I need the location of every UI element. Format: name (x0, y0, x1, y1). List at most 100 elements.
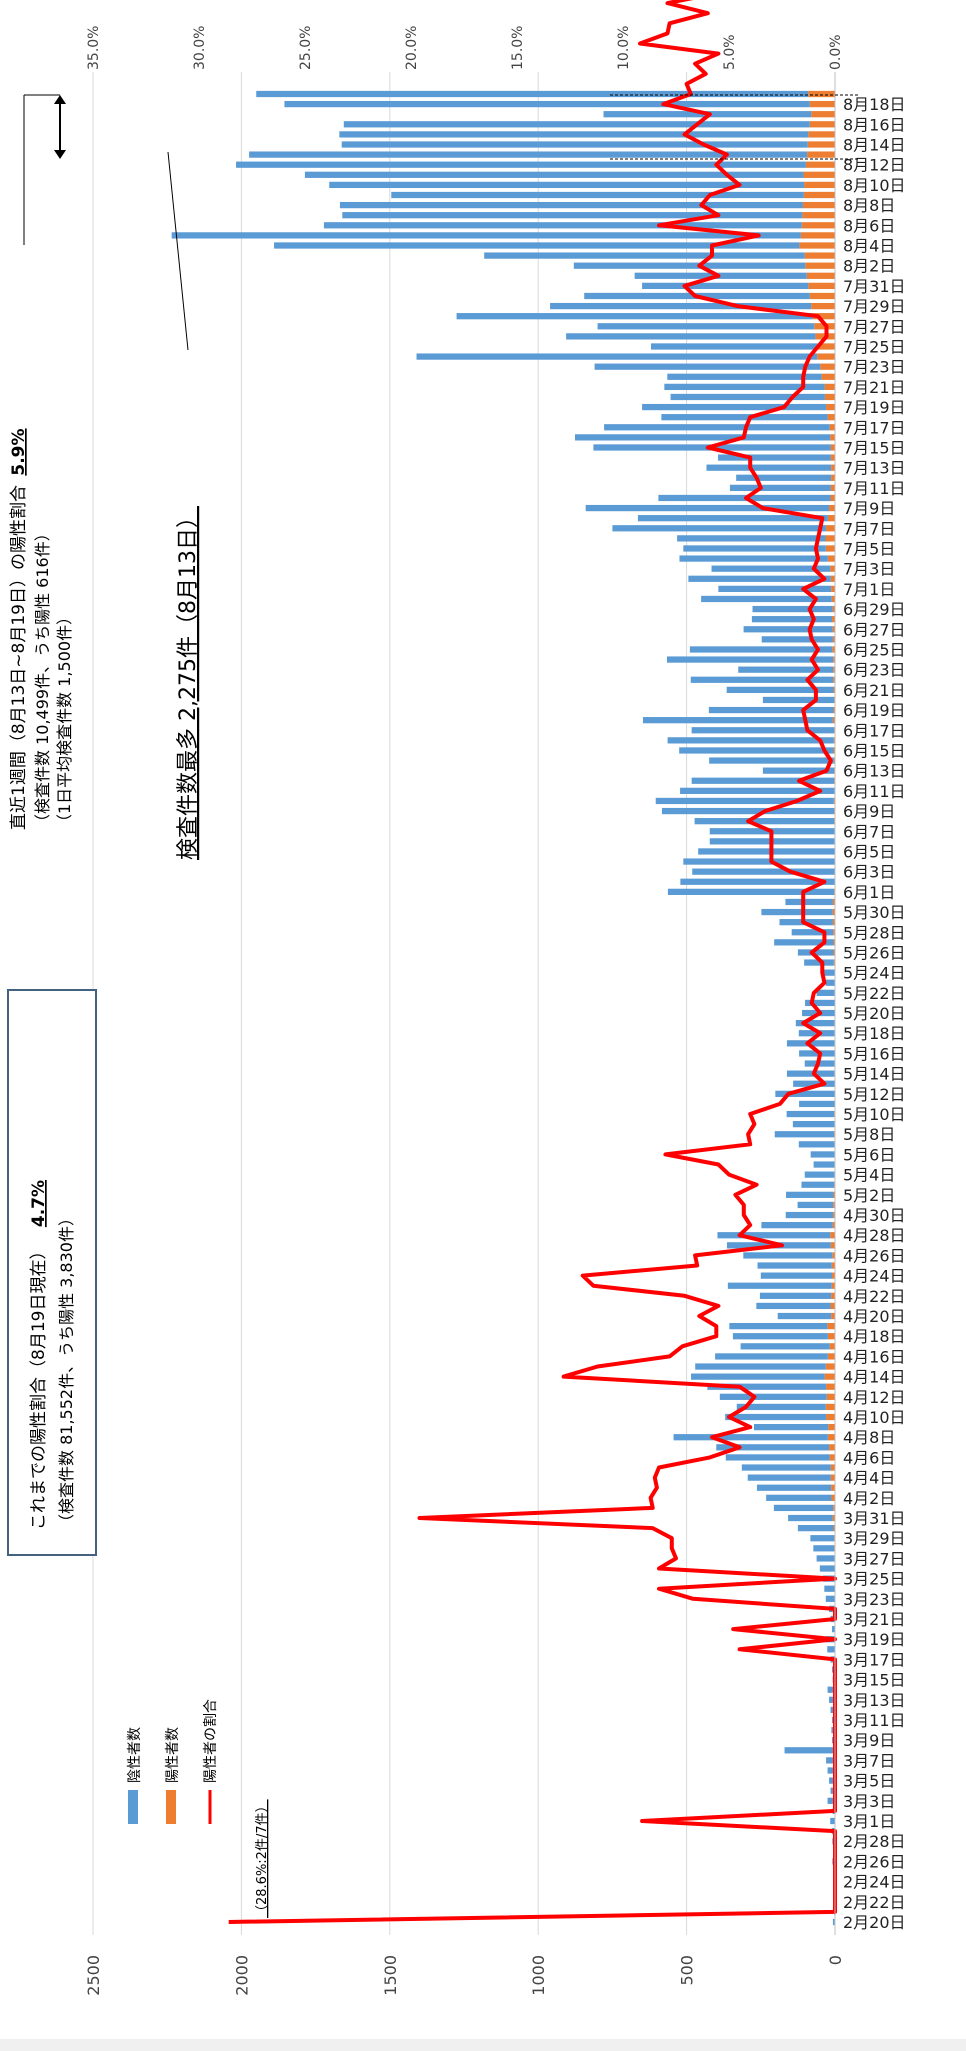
date-label: 8月6日 (843, 216, 895, 235)
negative-bar (760, 1272, 833, 1279)
negative-bar (797, 1201, 834, 1209)
date-label: 5月2日 (843, 1186, 895, 1205)
negative-bar (339, 131, 809, 138)
positive-bar (825, 545, 835, 552)
date-label: 2月22日 (843, 1893, 906, 1912)
negative-bar (664, 383, 825, 391)
positive-bar (833, 1504, 835, 1512)
date-label: 4月24日 (843, 1267, 906, 1286)
date-label: 5月10日 (843, 1105, 906, 1124)
date-label: 6月1日 (843, 883, 895, 902)
negative-bar (716, 1444, 830, 1451)
svg-text:直近1週間（8月13日~8月19日）の陽性割合: 直近1週間（8月13日~8月19日）の陽性割合 5.9% (9, 428, 29, 830)
positive-bar (832, 1514, 835, 1522)
negative-bar (799, 1050, 835, 1057)
negative-bar (274, 242, 800, 249)
date-label: 3月23日 (843, 1590, 906, 1609)
date-label: 3月31日 (843, 1509, 906, 1528)
date-label: 4月12日 (843, 1388, 906, 1407)
date-label: 4月30日 (843, 1206, 906, 1225)
negative-bar (484, 252, 805, 259)
negative-bar (791, 929, 834, 936)
negative-bar (692, 868, 835, 875)
percent-tick-label: 20.0% (404, 26, 420, 70)
date-label: 4月22日 (843, 1287, 906, 1306)
negative-bar (832, 1625, 835, 1633)
legend-swatch-positive (166, 1790, 176, 1824)
date-label: 7月19日 (843, 398, 906, 417)
date-label: 4月20日 (843, 1307, 906, 1326)
cumulative-value: 4.7% (29, 1180, 49, 1227)
positive-bar (804, 252, 835, 259)
positive-bar (809, 121, 835, 128)
negative-bar (804, 1171, 835, 1178)
positive-bar (830, 1464, 835, 1471)
recent-week-line1: 直近1週間（8月13日~8月19日）の陽性割合 (9, 485, 29, 830)
positive-bar (828, 1423, 835, 1431)
date-label: 3月19日 (843, 1630, 906, 1649)
date-label: 5月18日 (843, 1024, 906, 1043)
date-label: 3月29日 (843, 1529, 906, 1548)
positive-bar (832, 908, 835, 916)
max-tests-leader (167, 151, 189, 351)
positive-bar (826, 1393, 835, 1400)
bottom-strip (0, 2039, 966, 2051)
date-label: 8月14日 (843, 135, 906, 154)
positive-bar (829, 1444, 835, 1451)
positive-bar (801, 222, 835, 229)
positive-bar (824, 1373, 835, 1380)
positive-bar (831, 1292, 835, 1299)
negative-bar (797, 1524, 834, 1532)
positive-bar (827, 1353, 835, 1360)
percent-tick-label: 10.0% (616, 26, 632, 70)
positive-bar (800, 232, 835, 239)
negative-bar (667, 373, 822, 380)
recent-week-value: 5.9% (9, 428, 29, 475)
date-label: 6月29日 (843, 600, 906, 619)
negative-bar (695, 1363, 826, 1370)
negative-bar (691, 777, 835, 784)
negative-bar (718, 585, 832, 593)
negative-bar (825, 1595, 835, 1602)
negative-bar (683, 545, 826, 552)
negative-bar (550, 302, 812, 310)
recent-week-annotation: 直近1週間（8月13日~8月19日）の陽性割合 5.9% （検査件数 10,49… (9, 428, 74, 830)
date-label: 3月3日 (843, 1792, 895, 1811)
positive-bar (831, 1262, 835, 1269)
negative-bar (759, 1292, 832, 1299)
positive-bar (832, 636, 835, 643)
positive-bar (831, 1282, 835, 1289)
positive-bar (833, 1201, 835, 1209)
date-label: 4月28日 (843, 1226, 906, 1245)
axes: 0 500 1000 1500 2000 2500 0.0% 5.0% 10.0% 15.0% 20… (84, 26, 845, 1996)
negative-bar (667, 656, 834, 663)
positive-bar (825, 1363, 835, 1370)
positive-bar (831, 585, 835, 593)
legend-label-rate: 陽性者の割合 (202, 1699, 219, 1783)
count-tick-label: 2500 (84, 1955, 103, 1996)
negative-bar (707, 1383, 827, 1390)
negative-bar (813, 1161, 835, 1168)
date-label: 4月2日 (843, 1489, 895, 1508)
negative-bar (832, 1918, 835, 1926)
date-label: 7月21日 (843, 378, 906, 397)
negative-bar (711, 565, 831, 572)
negative-bar (732, 1333, 828, 1340)
negative-bar (810, 1535, 835, 1542)
negative-bar (673, 1434, 828, 1441)
date-label: 5月4日 (843, 1166, 895, 1185)
positive-bar (833, 939, 835, 946)
negative-bar (729, 1323, 828, 1330)
percent-tick-label: 5.0% (722, 34, 738, 70)
negative-bar (688, 575, 831, 582)
percent-tick-label: 0.0% (828, 34, 844, 70)
negative-bar (793, 1080, 835, 1087)
positive-bar (826, 1413, 835, 1421)
positive-bar (802, 212, 835, 219)
positive-bar (832, 1272, 835, 1279)
negative-bar (729, 484, 831, 492)
negative-bar (830, 1817, 835, 1825)
percent-tick-label: 30.0% (192, 26, 208, 70)
gridlines (92, 72, 836, 1935)
positive-bar (830, 444, 835, 451)
